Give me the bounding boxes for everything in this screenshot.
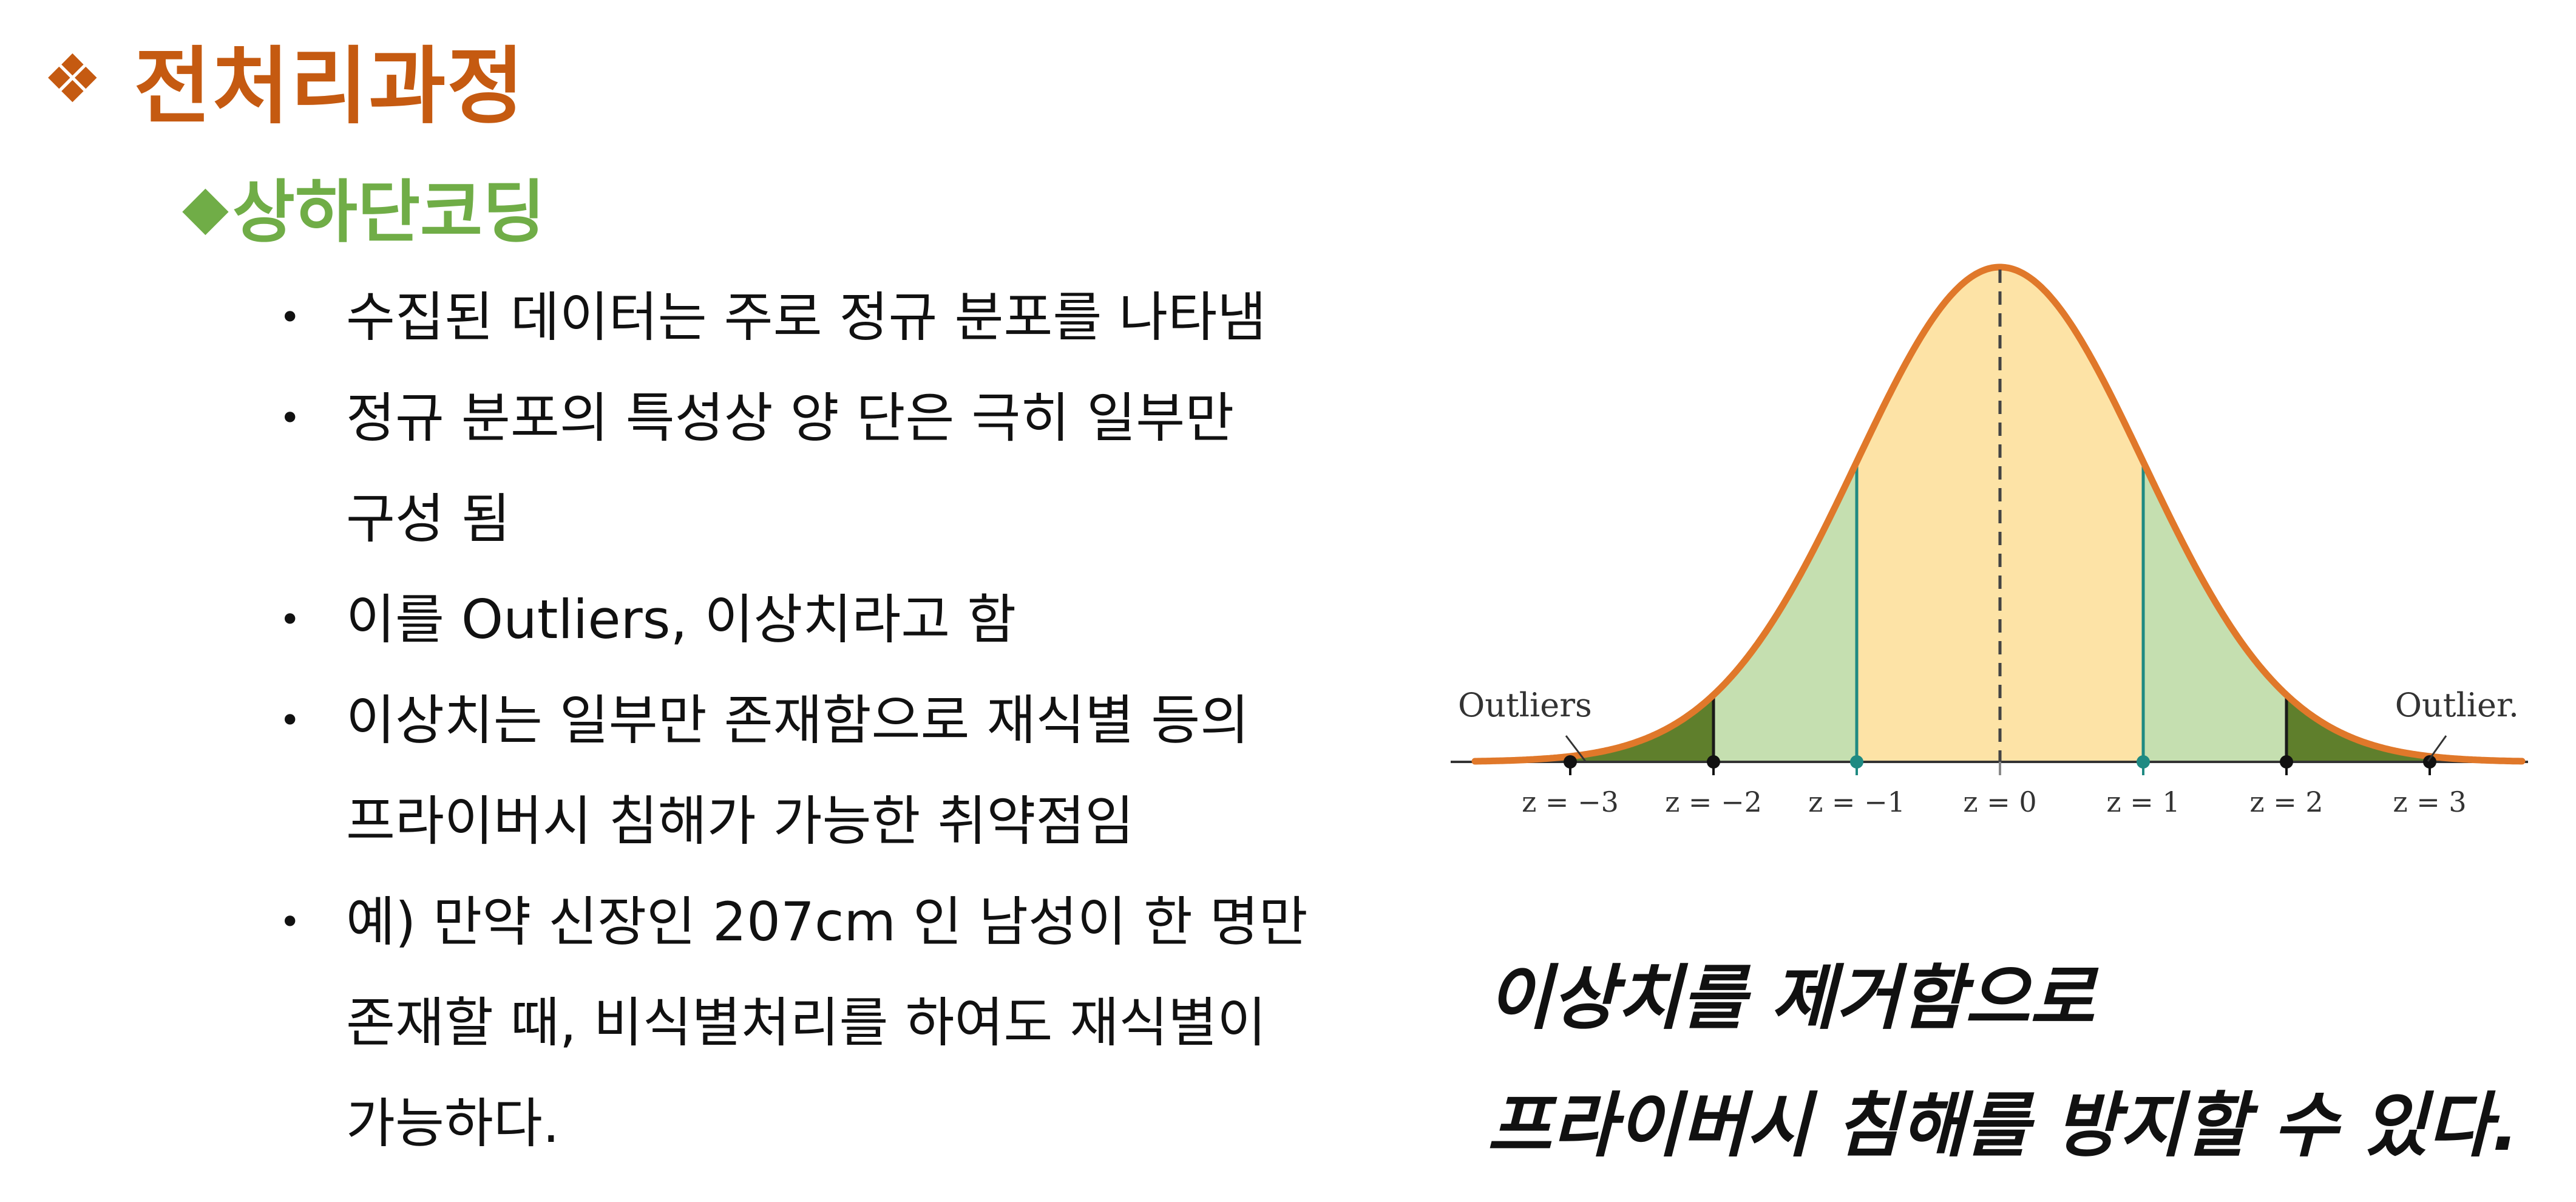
bullet-dot-icon: • bbox=[279, 296, 301, 339]
z-label: z = 1 bbox=[2106, 786, 2180, 818]
bullet-line: 존재할 때, 비식별처리를 하여도 재식별이 bbox=[346, 991, 1267, 1054]
bullet-line: 수집된 데이터는 주로 정규 분포를 나타냄 bbox=[346, 286, 1267, 348]
bullet-item: • 이상치는 일부만 존재함으로 재식별 등의 프라이버시 침해가 가능한 취약… bbox=[279, 670, 1408, 872]
bullet-item: • 정규 분포의 특성상 양 단은 극히 일부만 구성 됨 bbox=[279, 368, 1408, 569]
left-tail-region bbox=[1475, 694, 1713, 762]
bullet-line: 구성 됨 bbox=[346, 487, 510, 550]
diamond-cluster-icon: ❖ bbox=[42, 40, 104, 118]
bullet-item: • 예) 만약 신장인 207cm 인 남성이 한 명만 존재할 때, 비식별처… bbox=[279, 872, 1408, 1174]
bullet-line: 예) 만약 신장인 207cm 인 남성이 한 명만 bbox=[346, 891, 1308, 953]
bullet-line: 정규 분포의 특성상 양 단은 극히 일부만 bbox=[346, 387, 1235, 449]
z-label: z = 3 bbox=[2393, 786, 2466, 818]
z-label: z = −2 bbox=[1665, 786, 1762, 818]
right-tail-region bbox=[2286, 694, 2522, 762]
outliers-left-pointer bbox=[1565, 735, 1587, 762]
slide-title: ❖ 전처리과정 bbox=[42, 24, 525, 135]
z-labels: z = −3 z = −2 z = −1 z = 0 z = 1 z = 2 z = 3 bbox=[1522, 786, 2467, 818]
section-subtitle: ◆ 상하단코딩 bbox=[182, 152, 545, 261]
section-subtitle-text: 상하단코딩 bbox=[232, 173, 546, 252]
bullet-line: 이상치는 일부만 존재함으로 재식별 등의 bbox=[346, 689, 1250, 752]
normal-distribution-figure: z = −3 z = −2 z = −1 z = 0 z = 1 z = 2 z = 3 O… bbox=[1451, 263, 2528, 818]
z-label: z = 0 bbox=[1963, 786, 2036, 818]
axis-ticks bbox=[1564, 755, 2436, 775]
bullet-item: • 이를 Outliers, 이상치라고 함 bbox=[279, 569, 1408, 670]
bullet-dot-icon: • bbox=[279, 699, 301, 742]
bullet-dot-icon: • bbox=[279, 397, 301, 440]
callout-text: 이상치를 제거함으로 프라이버시 침해를 방지할 수 있다. bbox=[1487, 935, 2519, 1190]
sd-lines bbox=[1712, 461, 2288, 762]
z-label: z = −1 bbox=[1808, 786, 1905, 818]
bullet-item: • 수집된 데이터는 주로 정규 분포를 나타냄 bbox=[279, 267, 1408, 368]
callout-line-1: 이상치를 제거함으로 bbox=[1487, 957, 2095, 1039]
bullet-line: 프라이버시 침해가 가능한 취약점임 bbox=[346, 790, 1134, 852]
callout-line-2: 프라이버시 침해를 방지할 수 있다. bbox=[1487, 1085, 2519, 1167]
outliers-left-label: Outliers bbox=[1458, 686, 1592, 724]
outliers-right-label: Outlier. bbox=[2395, 686, 2519, 724]
z-label: z = −3 bbox=[1522, 786, 1619, 818]
normal-curve bbox=[1471, 263, 2526, 765]
bullet-list: • 수집된 데이터는 주로 정규 분포를 나타냄 • 정규 분포의 특성상 양 … bbox=[279, 267, 1408, 1174]
bullet-line: 가능하다. bbox=[346, 1092, 560, 1155]
slide-title-text: 전처리과정 bbox=[134, 38, 526, 135]
diamond-bullet-icon: ◆ bbox=[182, 171, 229, 242]
bullet-dot-icon: • bbox=[279, 901, 301, 943]
outliers-right-pointer bbox=[2427, 735, 2447, 762]
bullet-line: 이를 Outliers, 이상치라고 함 bbox=[346, 588, 1017, 651]
bullet-dot-icon: • bbox=[279, 599, 301, 641]
z-label: z = 2 bbox=[2249, 786, 2323, 818]
